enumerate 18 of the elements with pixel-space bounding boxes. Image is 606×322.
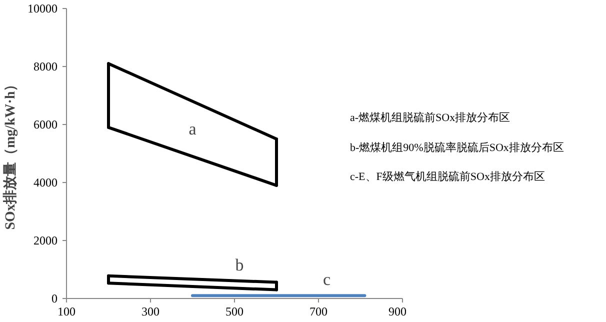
y-tick-label: 2000	[34, 234, 58, 248]
y-tick-label: 8000	[34, 60, 58, 74]
annotation: b-燃煤机组90%脱硫率脱硫后SOx排放分布区	[350, 140, 564, 156]
x-tick-label: 700	[310, 304, 328, 318]
x-tick-label: 100	[58, 304, 76, 318]
y-tick-label: 10000	[28, 2, 58, 16]
y-tick-label: 6000	[34, 118, 58, 132]
y-axis-title: SOx排放量（mg/kW·h）	[2, 77, 18, 230]
y-tick-label: 4000	[34, 176, 58, 190]
annotation: c-E、F级燃气机组脱硫前SOx排放分布区	[350, 170, 546, 186]
series-label: b	[235, 255, 244, 274]
x-tick-label: 300	[142, 304, 160, 318]
series-label: a	[188, 119, 197, 138]
series-label: c	[323, 270, 332, 290]
x-tick-label: 500	[226, 304, 244, 318]
annotation: a-燃煤机组脱硫前SOx排放分布区	[350, 111, 512, 126]
x-tick-label: 900	[388, 304, 406, 318]
y-tick-label: 0	[52, 292, 58, 306]
